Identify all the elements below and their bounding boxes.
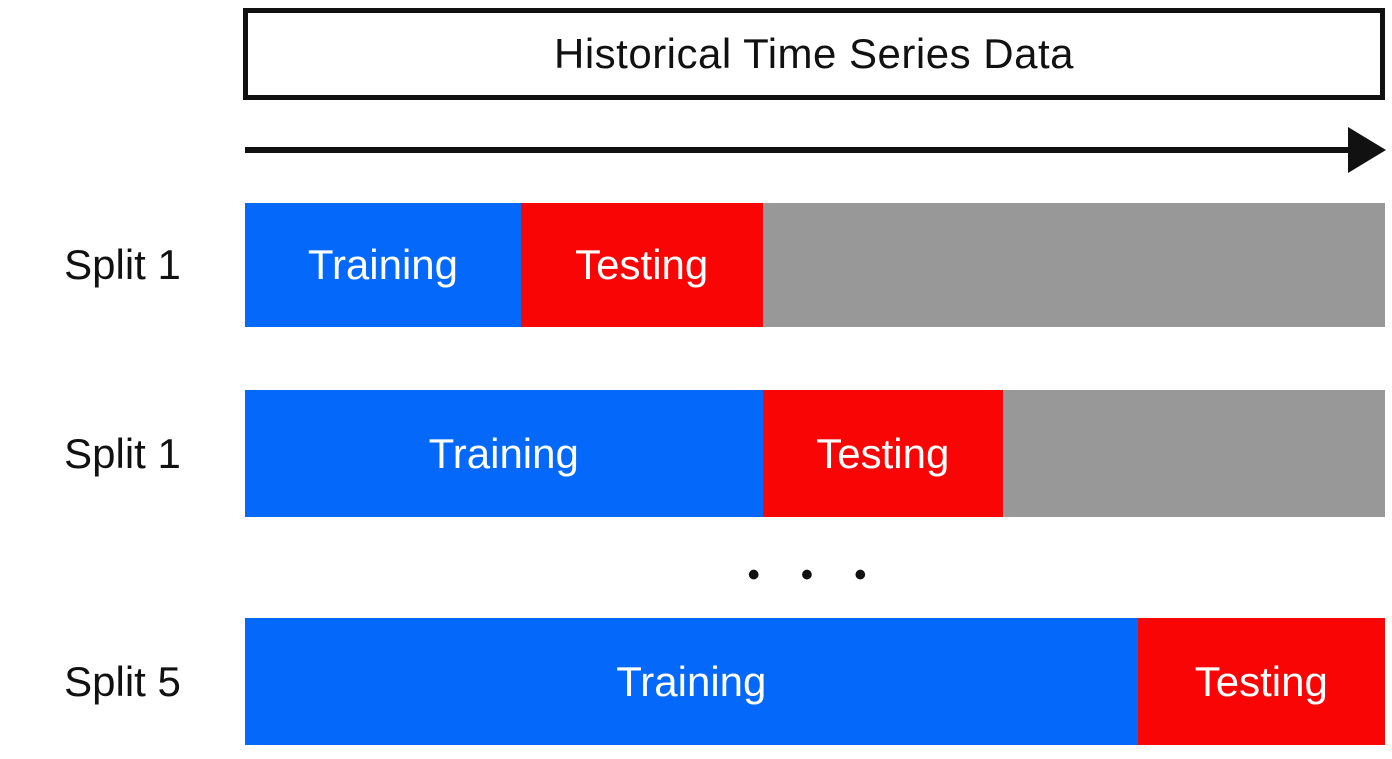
unused-segment bbox=[1003, 390, 1385, 517]
segment-label: Training bbox=[428, 429, 579, 477]
split-bar: Training Testing bbox=[245, 618, 1385, 745]
time-arrow-line bbox=[245, 147, 1353, 153]
segment-label: Training bbox=[616, 657, 767, 705]
split-bar: Training Testing bbox=[245, 203, 1385, 327]
segment-label: Testing bbox=[1194, 657, 1328, 705]
segment-label: Testing bbox=[575, 241, 709, 288]
header-box: Historical Time Series Data bbox=[243, 8, 1385, 100]
time-arrow-head-icon bbox=[1348, 127, 1386, 173]
unused-segment bbox=[762, 203, 1385, 327]
diagram-title: Historical Time Series Data bbox=[554, 30, 1074, 77]
split-label: Split 1 bbox=[64, 241, 181, 288]
split-label: Split 5 bbox=[64, 657, 181, 705]
ellipsis-dots: • • • bbox=[747, 556, 883, 594]
split-row-1: Split 1 Training Testing bbox=[0, 203, 1385, 327]
split-label: Split 1 bbox=[64, 429, 181, 477]
training-segment: Training bbox=[245, 618, 1138, 745]
testing-segment: Testing bbox=[520, 203, 763, 327]
segment-label: Testing bbox=[816, 429, 950, 477]
training-segment: Training bbox=[245, 390, 763, 517]
training-segment: Training bbox=[245, 203, 521, 327]
split-row-2: Split 1 Training Testing bbox=[0, 390, 1385, 517]
testing-segment: Testing bbox=[1137, 618, 1385, 745]
segment-label: Training bbox=[307, 241, 459, 288]
testing-segment: Testing bbox=[762, 390, 1004, 517]
split-row-5: Split 5 Training Testing bbox=[0, 618, 1385, 745]
split-bar: Training Testing bbox=[245, 390, 1385, 517]
